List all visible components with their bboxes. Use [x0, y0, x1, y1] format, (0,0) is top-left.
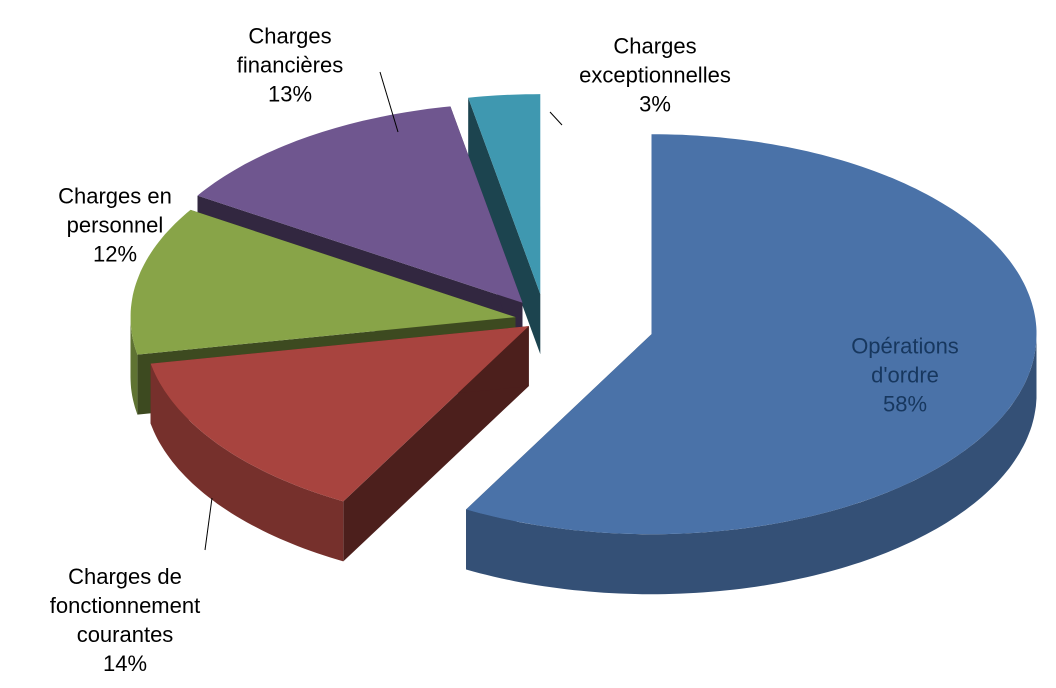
- slice-side: [150, 363, 344, 562]
- leader-line: [379, 71, 399, 133]
- value-label: 13%: [267, 81, 313, 107]
- data-label: Opérations d'ordre 58%: [835, 332, 975, 419]
- slice: [468, 94, 541, 295]
- slice: [130, 209, 516, 355]
- category-label: Charges exceptionnelles: [579, 33, 731, 88]
- slice: [466, 134, 1037, 535]
- leader-line: [204, 497, 213, 551]
- data-label: Charges exceptionnelles 3%: [535, 32, 775, 119]
- leader-line: [549, 111, 563, 126]
- slice-side: [466, 334, 1037, 595]
- category-label: Opérations d'ordre: [851, 333, 959, 388]
- slice: [197, 106, 523, 303]
- data-label: Charges de fonctionnement courantes 14%: [10, 562, 240, 678]
- data-label: Charges en personnel 12%: [25, 182, 205, 269]
- slice-side: [130, 317, 138, 415]
- category-label: Charges financières: [236, 23, 344, 78]
- slice: [150, 326, 529, 502]
- value-label: 14%: [102, 651, 148, 676]
- value-label: 58%: [882, 391, 928, 417]
- category-label: Charges de fonctionnement courantes: [49, 564, 201, 647]
- value-label: 3%: [639, 91, 671, 117]
- category-label: Charges en personnel: [58, 183, 172, 238]
- slice-wall: [468, 97, 541, 355]
- value-label: 12%: [92, 241, 138, 267]
- data-label: Charges financières 13%: [205, 22, 375, 109]
